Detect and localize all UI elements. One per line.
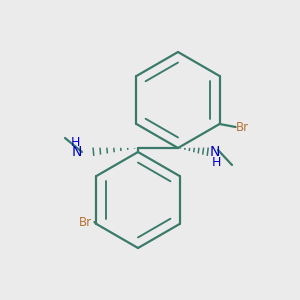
Text: H: H: [212, 155, 221, 169]
Text: N: N: [210, 145, 220, 159]
Text: H: H: [70, 136, 80, 149]
Text: Br: Br: [78, 215, 92, 229]
Text: N: N: [72, 145, 82, 159]
Text: Br: Br: [236, 121, 249, 134]
